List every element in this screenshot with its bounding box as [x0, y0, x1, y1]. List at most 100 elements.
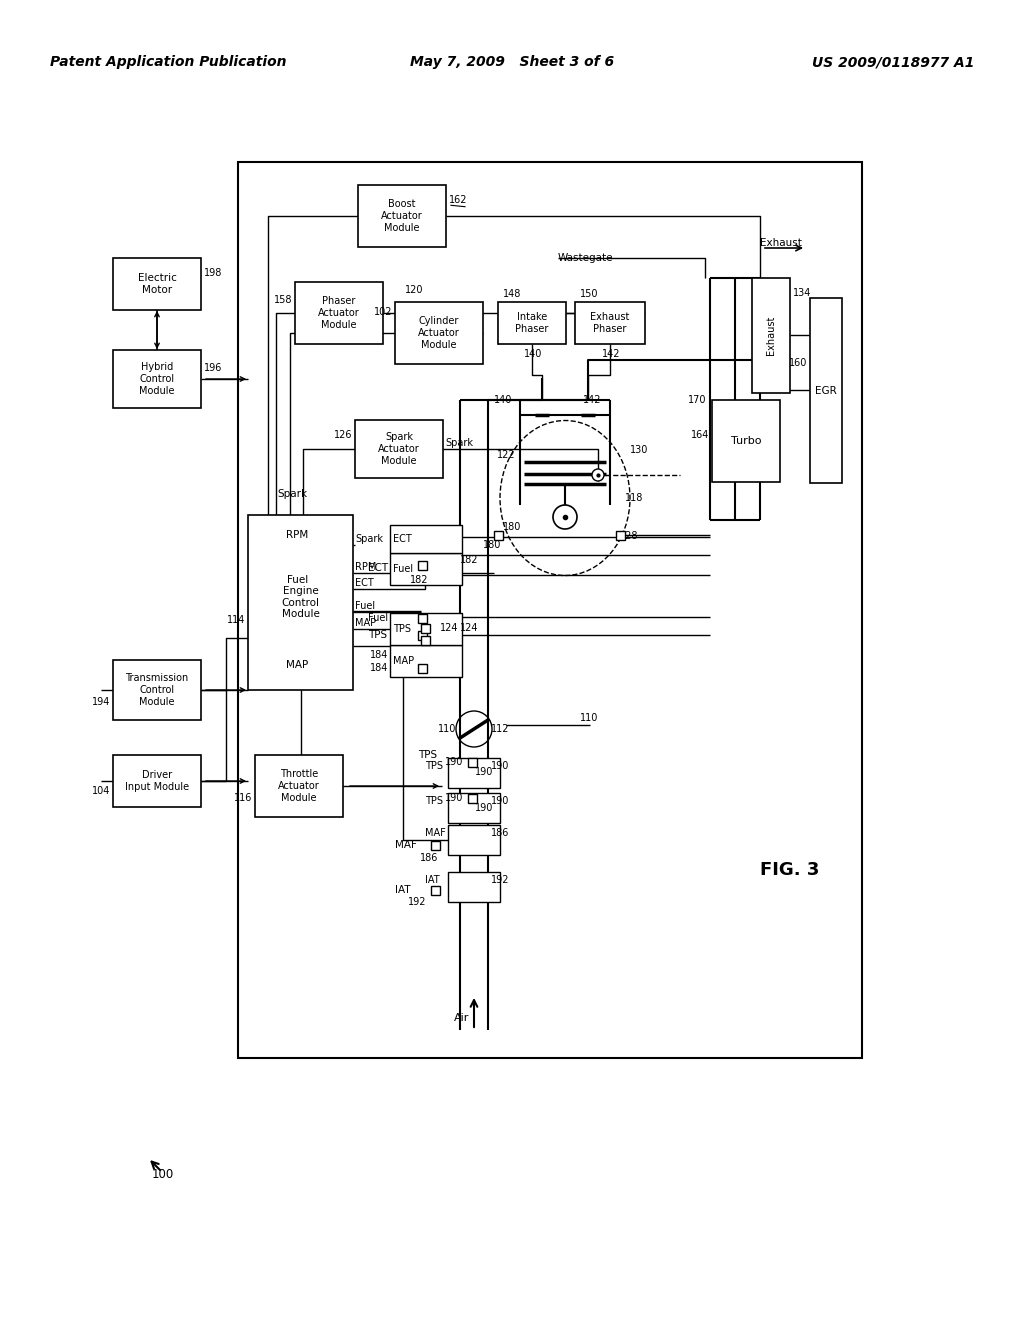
Text: 124: 124: [460, 623, 478, 634]
Bar: [248, 515, 353, 690]
Bar: [113, 660, 201, 719]
Text: 100: 100: [152, 1168, 174, 1181]
Text: Fuel: Fuel: [393, 564, 413, 574]
Text: 110: 110: [438, 723, 457, 734]
Text: 190: 190: [490, 796, 509, 807]
Text: MAP: MAP: [393, 656, 414, 667]
Bar: [395, 302, 483, 364]
Text: Hybrid
Control
Module: Hybrid Control Module: [139, 363, 175, 396]
Text: MAP: MAP: [286, 660, 308, 671]
Text: Spark: Spark: [445, 438, 473, 447]
Text: MAP: MAP: [355, 618, 376, 628]
Text: May 7, 2009   Sheet 3 of 6: May 7, 2009 Sheet 3 of 6: [410, 55, 614, 69]
Text: TPS: TPS: [425, 796, 443, 807]
Text: TPS: TPS: [368, 630, 387, 640]
Bar: [113, 755, 201, 807]
Bar: [355, 420, 443, 478]
Text: 134: 134: [793, 288, 811, 298]
Text: IAT: IAT: [395, 884, 411, 895]
Bar: [113, 257, 201, 310]
Text: 140: 140: [494, 395, 512, 405]
Text: Transmission
Control
Module: Transmission Control Module: [125, 673, 188, 706]
Text: 116: 116: [233, 793, 252, 804]
Text: Exhaust
Phaser: Exhaust Phaser: [590, 313, 630, 334]
Text: 182: 182: [410, 576, 428, 585]
Text: IAT: IAT: [425, 875, 439, 884]
Bar: [390, 645, 462, 677]
Bar: [390, 612, 462, 645]
Text: 122: 122: [497, 450, 516, 459]
Bar: [430, 841, 439, 850]
Text: RPM: RPM: [355, 562, 377, 572]
Text: 150: 150: [580, 289, 598, 300]
Text: 184: 184: [370, 649, 388, 660]
Text: TPS: TPS: [425, 762, 443, 771]
Text: 148: 148: [503, 289, 521, 300]
Bar: [390, 553, 462, 585]
Text: Patent Application Publication: Patent Application Publication: [50, 55, 287, 69]
Text: 190: 190: [490, 762, 509, 771]
Text: Fuel: Fuel: [287, 576, 308, 585]
Text: 160: 160: [788, 358, 807, 368]
Bar: [418, 631, 427, 639]
Text: MAF: MAF: [425, 828, 445, 838]
Text: 182: 182: [460, 554, 478, 565]
Text: Intake
Phaser: Intake Phaser: [515, 313, 549, 334]
Text: 126: 126: [334, 430, 352, 440]
Text: ECT: ECT: [393, 535, 412, 544]
Bar: [418, 561, 427, 569]
Text: ECT: ECT: [355, 578, 374, 587]
Bar: [810, 298, 842, 483]
Text: 142: 142: [602, 348, 621, 359]
Text: 190: 190: [445, 793, 464, 803]
Text: US 2009/0118977 A1: US 2009/0118977 A1: [812, 55, 974, 69]
Text: Fuel: Fuel: [368, 612, 388, 623]
Bar: [418, 664, 427, 672]
Text: Exhaust: Exhaust: [766, 315, 776, 355]
Bar: [468, 758, 476, 767]
Text: Engine
Control
Module: Engine Control Module: [282, 586, 319, 619]
Bar: [615, 531, 625, 540]
Text: 196: 196: [204, 363, 222, 374]
Text: 112: 112: [490, 723, 510, 734]
Text: Phaser
Actuator
Module: Phaser Actuator Module: [318, 297, 359, 330]
Text: RPM: RPM: [286, 531, 308, 540]
Bar: [449, 825, 500, 855]
Bar: [468, 793, 476, 803]
Bar: [421, 635, 429, 644]
Text: Turbo: Turbo: [731, 436, 761, 446]
Text: 192: 192: [408, 898, 427, 907]
Text: 180: 180: [483, 540, 502, 550]
Text: 190: 190: [475, 767, 494, 777]
Text: Spark: Spark: [355, 535, 383, 544]
Text: 162: 162: [449, 195, 468, 205]
Bar: [421, 623, 429, 632]
Text: 124: 124: [440, 623, 459, 634]
Text: 170: 170: [688, 395, 707, 405]
Text: 190: 190: [445, 756, 464, 767]
Text: 128: 128: [620, 531, 639, 541]
Bar: [295, 282, 383, 345]
Text: 120: 120: [406, 285, 424, 294]
Bar: [358, 185, 446, 247]
Text: Cylinder
Actuator
Module: Cylinder Actuator Module: [418, 317, 460, 350]
Bar: [238, 162, 862, 1059]
Text: Throttle
Actuator
Module: Throttle Actuator Module: [279, 770, 319, 803]
Text: 192: 192: [490, 875, 510, 884]
Text: 104: 104: [91, 787, 110, 796]
Text: Electric
Motor: Electric Motor: [137, 273, 176, 294]
Text: Fuel: Fuel: [355, 601, 375, 611]
Text: FIG. 3: FIG. 3: [760, 861, 819, 879]
Text: Driver
Input Module: Driver Input Module: [125, 770, 189, 792]
Text: TPS: TPS: [418, 750, 437, 760]
Text: 164: 164: [690, 430, 709, 440]
Text: 140: 140: [524, 348, 543, 359]
Bar: [449, 873, 500, 902]
Bar: [418, 614, 427, 623]
Text: Air: Air: [455, 1012, 470, 1023]
Bar: [712, 400, 780, 482]
Text: EGR: EGR: [815, 385, 837, 396]
Bar: [494, 531, 503, 540]
Text: 130: 130: [630, 445, 648, 455]
Bar: [449, 793, 500, 822]
